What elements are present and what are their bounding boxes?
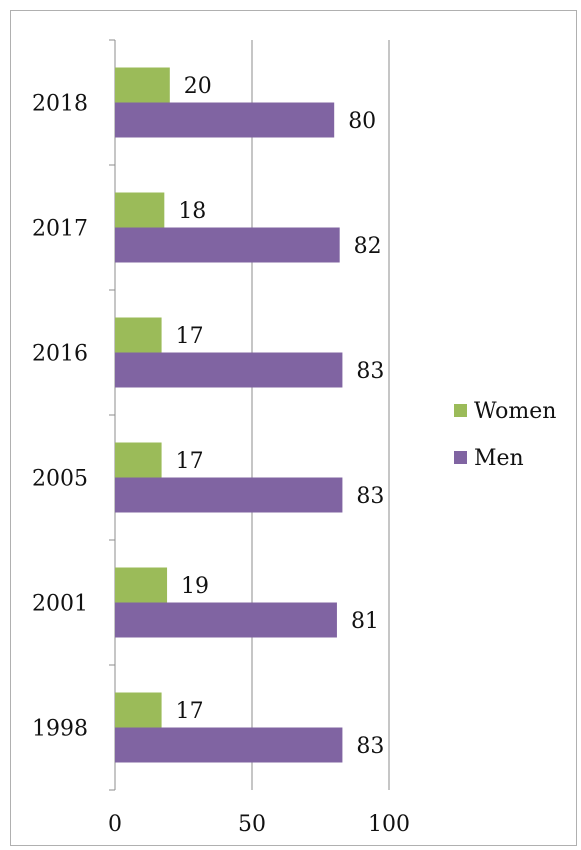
bar-women-1998 bbox=[115, 692, 162, 728]
category-label-2016: 2016 bbox=[32, 342, 88, 367]
data-label-women-1998: 17 bbox=[176, 699, 204, 724]
legend-swatch-men bbox=[454, 451, 467, 464]
bar-women-2018 bbox=[115, 67, 170, 103]
bars bbox=[115, 67, 343, 763]
data-label-men-2017: 82 bbox=[354, 234, 382, 259]
chart-frame bbox=[10, 10, 577, 846]
bar-women-2016 bbox=[115, 317, 162, 353]
category-label-2001: 2001 bbox=[32, 592, 88, 617]
data-label-men-2018: 80 bbox=[348, 109, 376, 134]
data-label-men-2005: 83 bbox=[356, 484, 384, 509]
category-label-2005: 2005 bbox=[32, 467, 88, 492]
category-label-2017: 2017 bbox=[32, 217, 88, 242]
labels: 0 50 100 1998 17 83 2001 19 81 2005 17 83 2016 17 83 20… bbox=[32, 74, 410, 837]
bar-men-2016 bbox=[115, 352, 343, 388]
category-label-1998: 1998 bbox=[32, 717, 88, 742]
bar-women-2001 bbox=[115, 567, 168, 603]
bar-men-1998 bbox=[115, 727, 343, 763]
category-label-2018: 2018 bbox=[32, 92, 88, 117]
axes bbox=[109, 39, 116, 791]
x-tick-label-100: 100 bbox=[368, 812, 410, 837]
bar-men-2018 bbox=[115, 102, 335, 138]
data-label-women-2001: 19 bbox=[181, 574, 209, 599]
bar-women-2005 bbox=[115, 442, 162, 478]
legend-swatch-women bbox=[454, 404, 467, 417]
data-label-men-1998: 83 bbox=[356, 734, 384, 759]
data-label-women-2017: 18 bbox=[178, 199, 206, 224]
x-tick-label-50: 50 bbox=[238, 812, 266, 837]
legend-label-men: Men bbox=[474, 446, 524, 471]
bar-women-2017 bbox=[115, 192, 165, 228]
bar-men-2001 bbox=[115, 602, 337, 638]
data-label-men-2001: 81 bbox=[351, 609, 379, 634]
legend-label-women: Women bbox=[474, 399, 556, 424]
gridlines bbox=[251, 40, 390, 790]
x-tick-label-0: 0 bbox=[108, 812, 122, 837]
bar-men-2017 bbox=[115, 227, 340, 263]
bar-men-2005 bbox=[115, 477, 343, 513]
data-label-women-2016: 17 bbox=[176, 324, 204, 349]
legend: Women Men bbox=[454, 399, 556, 471]
data-label-women-2005: 17 bbox=[176, 449, 204, 474]
data-label-men-2016: 83 bbox=[356, 359, 384, 384]
data-label-women-2018: 20 bbox=[184, 74, 212, 99]
